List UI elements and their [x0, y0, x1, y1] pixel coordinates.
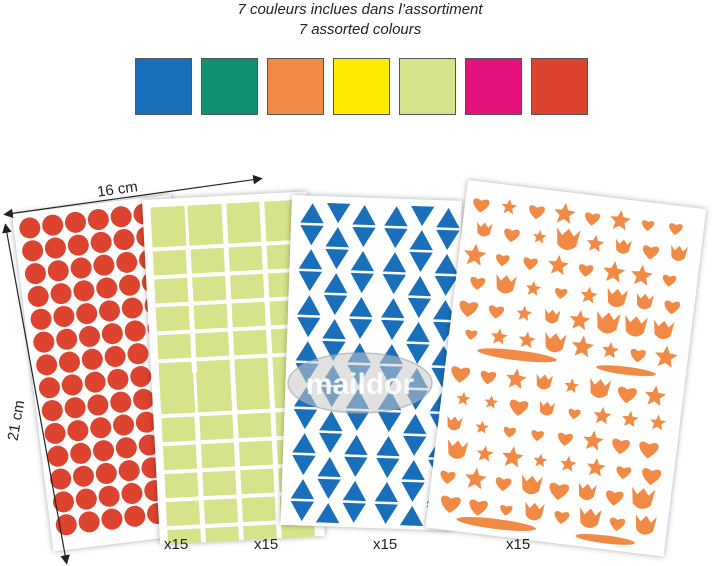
swatch-pink	[465, 58, 522, 115]
quantity-squares: x15	[254, 536, 279, 553]
quantity-triangles: x15	[373, 536, 398, 553]
width-dimension-line	[3, 174, 263, 219]
heading-english: 7 assorted colours	[298, 21, 422, 38]
height-dimension-line	[2, 223, 70, 565]
quantity-shapes: x15	[506, 536, 531, 553]
swatch-yellow	[333, 58, 390, 115]
sheet-shapes	[425, 180, 707, 557]
heading-french: 7 couleurs inclues dans l’assortiment	[237, 1, 483, 18]
assorted-shape-stickers	[440, 198, 688, 545]
swatch-red	[531, 58, 588, 115]
swatch-lime	[399, 58, 456, 115]
sheet-squares	[142, 191, 325, 545]
swatch-blue	[135, 58, 192, 115]
swatch-orange	[267, 58, 324, 115]
square-stickers	[150, 199, 316, 545]
quantity-circles: x15	[164, 536, 189, 553]
swatch-green	[201, 58, 258, 115]
